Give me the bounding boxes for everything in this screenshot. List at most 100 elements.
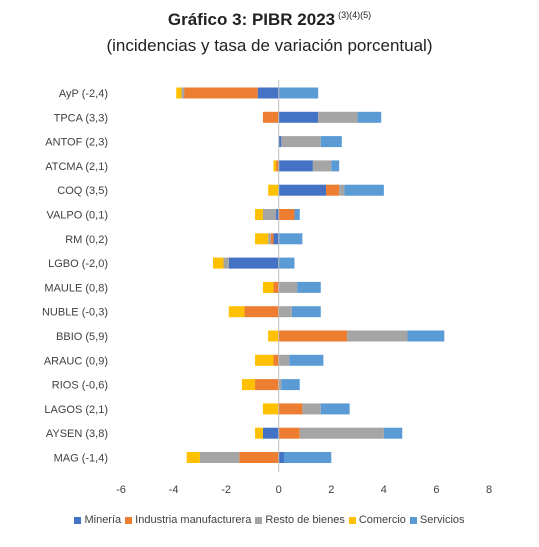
bar-segment: [278, 330, 348, 342]
bar-segment: [383, 427, 403, 439]
bar-segment: [278, 306, 292, 318]
bar-segment: [228, 306, 245, 318]
legend-label: Servicios: [419, 514, 465, 527]
legend-label: Minería: [84, 514, 122, 527]
bar-segment: [255, 209, 263, 220]
bar-segment: [407, 330, 445, 342]
bar-segment: [176, 87, 182, 99]
category-label: AyP (-2,4): [59, 88, 108, 100]
category-label: ATCMA (2,1): [45, 161, 108, 173]
bar-segment: [302, 403, 321, 415]
bar-segment: [347, 330, 408, 342]
legend-item: Comercio: [348, 514, 406, 527]
bar-segment: [255, 427, 263, 439]
bar-segment: [278, 354, 290, 366]
category-label: ARAUC (0,9): [44, 355, 108, 367]
x-tick-label: -6: [116, 484, 126, 496]
bar-segment: [262, 281, 274, 293]
bar-segment: [283, 452, 332, 463]
category-label: COQ (3,5): [57, 185, 108, 197]
bar-segment: [278, 136, 282, 148]
bar-segment: [257, 87, 279, 99]
legend-label: Comercio: [358, 514, 406, 527]
x-tick-label: 6: [433, 484, 439, 496]
bar-segment: [294, 209, 300, 220]
category-label: AYSEN (3,8): [46, 428, 108, 440]
bar-segment: [278, 111, 319, 123]
bar-segment: [239, 452, 279, 463]
category-label: MAULE (0,8): [44, 282, 108, 294]
category-label: LAGOS (2,1): [44, 404, 108, 416]
bar-segment: [186, 452, 200, 463]
bar-segment: [281, 136, 321, 148]
bar-segment: [278, 87, 319, 99]
bar-segment: [278, 233, 303, 245]
legend-swatch: [125, 516, 133, 524]
bar-segment: [326, 184, 340, 196]
bar-segment: [281, 379, 300, 391]
bar-segment: [262, 111, 279, 123]
bar-segment: [262, 427, 279, 439]
bar-segment: [278, 403, 303, 415]
x-tick-label: 4: [381, 484, 387, 496]
bar-segment: [357, 111, 382, 123]
bar-segment: [268, 330, 279, 342]
bar-segment: [297, 281, 321, 293]
bar-segment: [223, 257, 229, 269]
category-label: VALPO (0,1): [46, 210, 108, 222]
bar-segment: [255, 233, 269, 245]
category-label: RM (0,2): [65, 234, 108, 246]
bar-segment: [213, 257, 224, 269]
chart-legend: Minería Industria manufacturera Resto de b…: [0, 514, 539, 526]
legend-label: Resto de bienes: [265, 514, 345, 527]
bar-segment: [339, 184, 345, 196]
bar-segment: [289, 354, 324, 366]
bar-segment: [320, 136, 342, 148]
bar-segment: [278, 427, 300, 439]
bar-segment: [344, 184, 384, 196]
x-tick-label: 8: [486, 484, 492, 496]
bar-segment: [255, 354, 274, 366]
category-label: TPCA (3,3): [54, 112, 108, 124]
bar-segment: [273, 281, 279, 293]
category-label: BBIO (5,9): [56, 331, 108, 343]
legend-item: Industria manufacturera: [125, 514, 251, 526]
legend-swatch: [74, 516, 82, 524]
chart-title-notes: (3)(4)(5): [338, 10, 372, 21]
bar-segment: [181, 87, 185, 99]
bar-segment: [331, 160, 340, 172]
bar-segment: [273, 160, 277, 172]
bar-segment: [184, 87, 258, 99]
bar-segment: [278, 452, 284, 463]
x-tick-label: -2: [221, 484, 231, 496]
legend-item: Resto de bienes: [255, 514, 345, 526]
bar-segment: [276, 209, 279, 220]
bar-segment: [278, 184, 327, 196]
bar-segment: [268, 233, 271, 245]
bar-segment: [244, 306, 279, 318]
bar-segment: [299, 427, 384, 439]
bar-segment: [278, 257, 295, 269]
legend-item: Minería: [74, 514, 121, 526]
category-label: LGBO (-2,0): [48, 258, 108, 270]
bar-segment: [268, 184, 279, 196]
bar-segment: [273, 354, 279, 366]
bar-segment: [262, 403, 279, 415]
bar-segment: [273, 233, 279, 245]
legend-item: Servicios: [409, 514, 465, 527]
x-tick-label: 2: [328, 484, 334, 496]
x-tick-label: -4: [169, 484, 179, 496]
bar-segment: [278, 379, 282, 391]
legend-swatch: [409, 516, 417, 524]
bar-segment: [278, 281, 298, 293]
bar-segment: [199, 452, 240, 463]
bar-segment: [228, 257, 279, 269]
bar-segment: [312, 160, 332, 172]
chart-title: Gráfico 3: PIBR 2023 (3)(4)(5): [0, 10, 539, 30]
chart-title-text: Gráfico 3: PIBR 2023: [167, 10, 336, 29]
category-label: RIOS (-0,6): [52, 380, 108, 392]
legend-swatch: [348, 516, 356, 524]
bar-segment: [318, 111, 358, 123]
legend-label: Industria manufacturera: [135, 514, 252, 527]
